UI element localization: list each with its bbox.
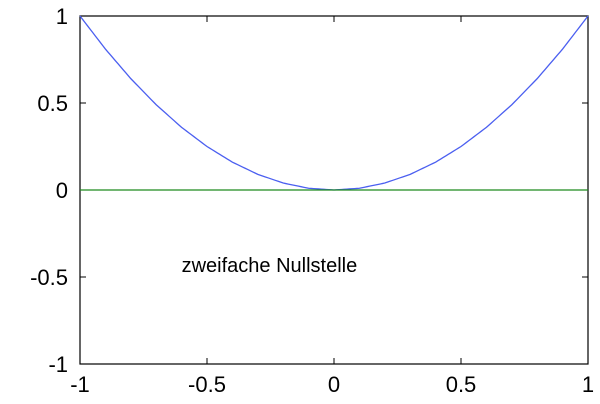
x-tick-label: 1 <box>582 372 594 397</box>
x-tick-label: 0.5 <box>446 372 477 397</box>
y-tick-label: -0.5 <box>30 265 68 290</box>
x-tick-label: -0.5 <box>188 372 226 397</box>
y-tick-label: -1 <box>48 352 68 377</box>
x-tick-label: 0 <box>328 372 340 397</box>
y-tick-label: 0.5 <box>37 91 68 116</box>
labels-layer: -1 -0.5 0 0.5 1 1 0.5 0 -0.5 -1 zweifache Nullstel… <box>30 4 594 397</box>
series-layer <box>79 15 589 191</box>
y-tick-label: 1 <box>56 4 68 29</box>
x-tick-label: -1 <box>70 372 90 397</box>
y-tick-label: 0 <box>56 178 68 203</box>
annotation-label: zweifache Nullstelle <box>182 255 358 277</box>
